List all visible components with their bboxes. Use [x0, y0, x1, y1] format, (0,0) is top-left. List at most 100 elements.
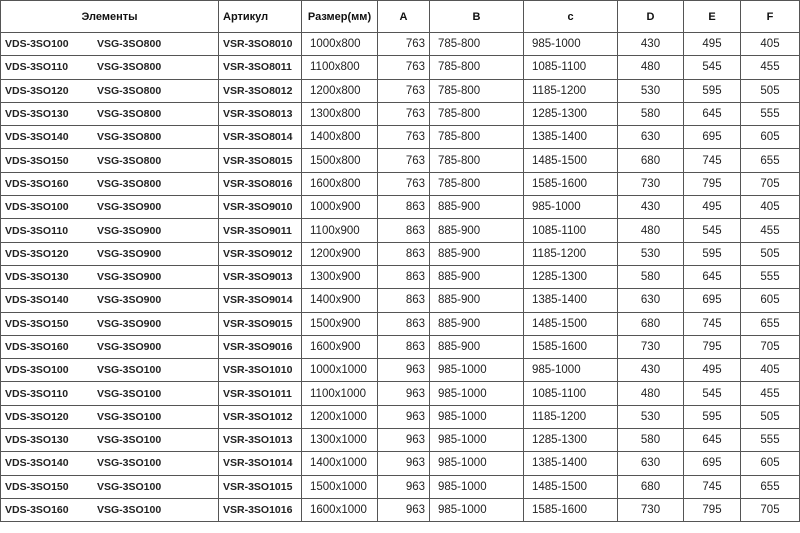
c-cell: 1085-1100	[523, 218, 618, 243]
f-cell: 505	[740, 404, 800, 430]
e-cell: 595	[683, 404, 741, 430]
vds-code: VDS-3SO140	[5, 457, 69, 470]
c-cell: 1085-1100	[523, 381, 618, 406]
c-cell: 1285-1300	[523, 101, 618, 127]
elements-cell: VDS-3SO120 VSG-3SO800	[0, 78, 219, 103]
d-cell: 480	[617, 381, 684, 406]
d-cell: 580	[617, 264, 684, 290]
c-cell: 985-1000	[523, 31, 618, 57]
c-cell: 1185-1200	[523, 241, 618, 266]
size-cell: 1300x900	[301, 264, 378, 290]
article-cell: VSR-3SO1015	[218, 474, 302, 499]
size-cell: 1600x900	[301, 334, 378, 360]
vsg-code: VSG-3SO900	[97, 247, 162, 260]
vds-code: VDS-3SO100	[5, 201, 69, 214]
a-cell: 863	[377, 311, 430, 336]
table-row: VDS-3SO110 VSG-3SO100 VSR-3SO1011 1100x1000…	[0, 381, 800, 406]
vds-code: VDS-3SO150	[5, 154, 69, 167]
vds-code: VDS-3SO130	[5, 108, 69, 121]
column-header: c	[523, 0, 618, 33]
elements-cell: VDS-3SO160 VSG-3SO800	[0, 171, 219, 197]
size-cell: 1100x900	[301, 218, 378, 243]
elements-cell: VDS-3SO100 VSG-3SO900	[0, 195, 219, 220]
f-cell: 655	[740, 474, 800, 499]
table-row: VDS-3SO150 VSG-3SO900 VSR-3SO9015 1500x900 8…	[0, 311, 800, 336]
d-cell: 730	[617, 497, 684, 523]
d-cell: 580	[617, 428, 684, 453]
column-header: F	[740, 0, 800, 33]
e-cell: 745	[683, 148, 741, 173]
f-cell: 655	[740, 148, 800, 173]
article-cell: VSR-3SO9013	[218, 264, 302, 290]
d-cell: 680	[617, 311, 684, 336]
vds-code: VDS-3SO130	[5, 271, 69, 284]
f-cell: 405	[740, 358, 800, 383]
article-cell: VSR-3SO9012	[218, 241, 302, 266]
d-cell: 630	[617, 125, 684, 150]
table-row: VDS-3SO120 VSG-3SO900 VSR-3SO9012 1200x900 8…	[0, 241, 800, 266]
a-cell: 763	[377, 55, 430, 80]
c-cell: 1585-1600	[523, 171, 618, 197]
c-cell: 1485-1500	[523, 148, 618, 173]
e-cell: 745	[683, 311, 741, 336]
size-cell: 1500x900	[301, 311, 378, 336]
d-cell: 680	[617, 474, 684, 499]
e-cell: 795	[683, 171, 741, 197]
f-cell: 655	[740, 311, 800, 336]
column-header: Размер(мм)	[301, 0, 378, 33]
a-cell: 963	[377, 497, 430, 523]
elements-cell: VDS-3SO140 VSG-3SO100	[0, 451, 219, 476]
elements-cell: VDS-3SO150 VSG-3SO800	[0, 148, 219, 173]
d-cell: 530	[617, 241, 684, 266]
size-cell: 1000x800	[301, 31, 378, 57]
elements-cell: VDS-3SO160 VSG-3SO100	[0, 497, 219, 523]
table-row: VDS-3SO150 VSG-3SO800 VSR-3SO8015 1500x800 7…	[0, 148, 800, 173]
size-cell: 1000x1000	[301, 358, 378, 383]
f-cell: 705	[740, 497, 800, 523]
d-cell: 680	[617, 148, 684, 173]
c-cell: 1285-1300	[523, 264, 618, 290]
vds-code: VDS-3SO150	[5, 317, 69, 330]
a-cell: 763	[377, 148, 430, 173]
size-cell: 1100x800	[301, 55, 378, 80]
vds-code: VDS-3SO150	[5, 480, 69, 493]
b-cell: 785-800	[429, 125, 524, 150]
e-cell: 795	[683, 334, 741, 360]
e-cell: 745	[683, 474, 741, 499]
f-cell: 555	[740, 101, 800, 127]
a-cell: 963	[377, 404, 430, 430]
a-cell: 863	[377, 288, 430, 313]
b-cell: 985-1000	[429, 474, 524, 499]
d-cell: 630	[617, 288, 684, 313]
d-cell: 480	[617, 55, 684, 80]
article-cell: VSR-3SO8010	[218, 31, 302, 57]
d-cell: 530	[617, 78, 684, 103]
f-cell: 555	[740, 428, 800, 453]
vsg-code: VSG-3SO100	[97, 457, 162, 470]
article-cell: VSR-3SO9015	[218, 311, 302, 336]
d-cell: 430	[617, 31, 684, 57]
article-cell: VSR-3SO1010	[218, 358, 302, 383]
b-cell: 785-800	[429, 171, 524, 197]
e-cell: 545	[683, 381, 741, 406]
vds-code: VDS-3SO160	[5, 504, 69, 517]
e-cell: 595	[683, 78, 741, 103]
e-cell: 545	[683, 218, 741, 243]
table-row: VDS-3SO110 VSG-3SO800 VSR-3SO8011 1100x800 7…	[0, 55, 800, 80]
c-cell: 1385-1400	[523, 451, 618, 476]
c-cell: 1385-1400	[523, 125, 618, 150]
article-cell: VSR-3SO9014	[218, 288, 302, 313]
e-cell: 695	[683, 451, 741, 476]
b-cell: 785-800	[429, 148, 524, 173]
vds-code: VDS-3SO120	[5, 410, 69, 423]
article-cell: VSR-3SO9011	[218, 218, 302, 243]
f-cell: 705	[740, 334, 800, 360]
vds-code: VDS-3SO100	[5, 364, 69, 377]
table-row: VDS-3SO140 VSG-3SO900 VSR-3SO9014 1400x900 8…	[0, 288, 800, 313]
table-row: VDS-3SO130 VSG-3SO100 VSR-3SO1013 1300x1000…	[0, 428, 800, 453]
e-cell: 695	[683, 288, 741, 313]
vsg-code: VSG-3SO900	[97, 224, 162, 237]
article-cell: VSR-3SO8015	[218, 148, 302, 173]
vsg-code: VSG-3SO900	[97, 317, 162, 330]
e-cell: 645	[683, 428, 741, 453]
